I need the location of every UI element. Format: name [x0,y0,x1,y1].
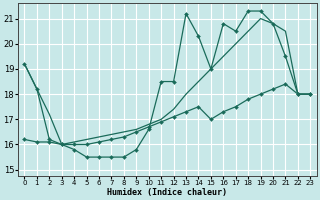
X-axis label: Humidex (Indice chaleur): Humidex (Indice chaleur) [108,188,228,197]
